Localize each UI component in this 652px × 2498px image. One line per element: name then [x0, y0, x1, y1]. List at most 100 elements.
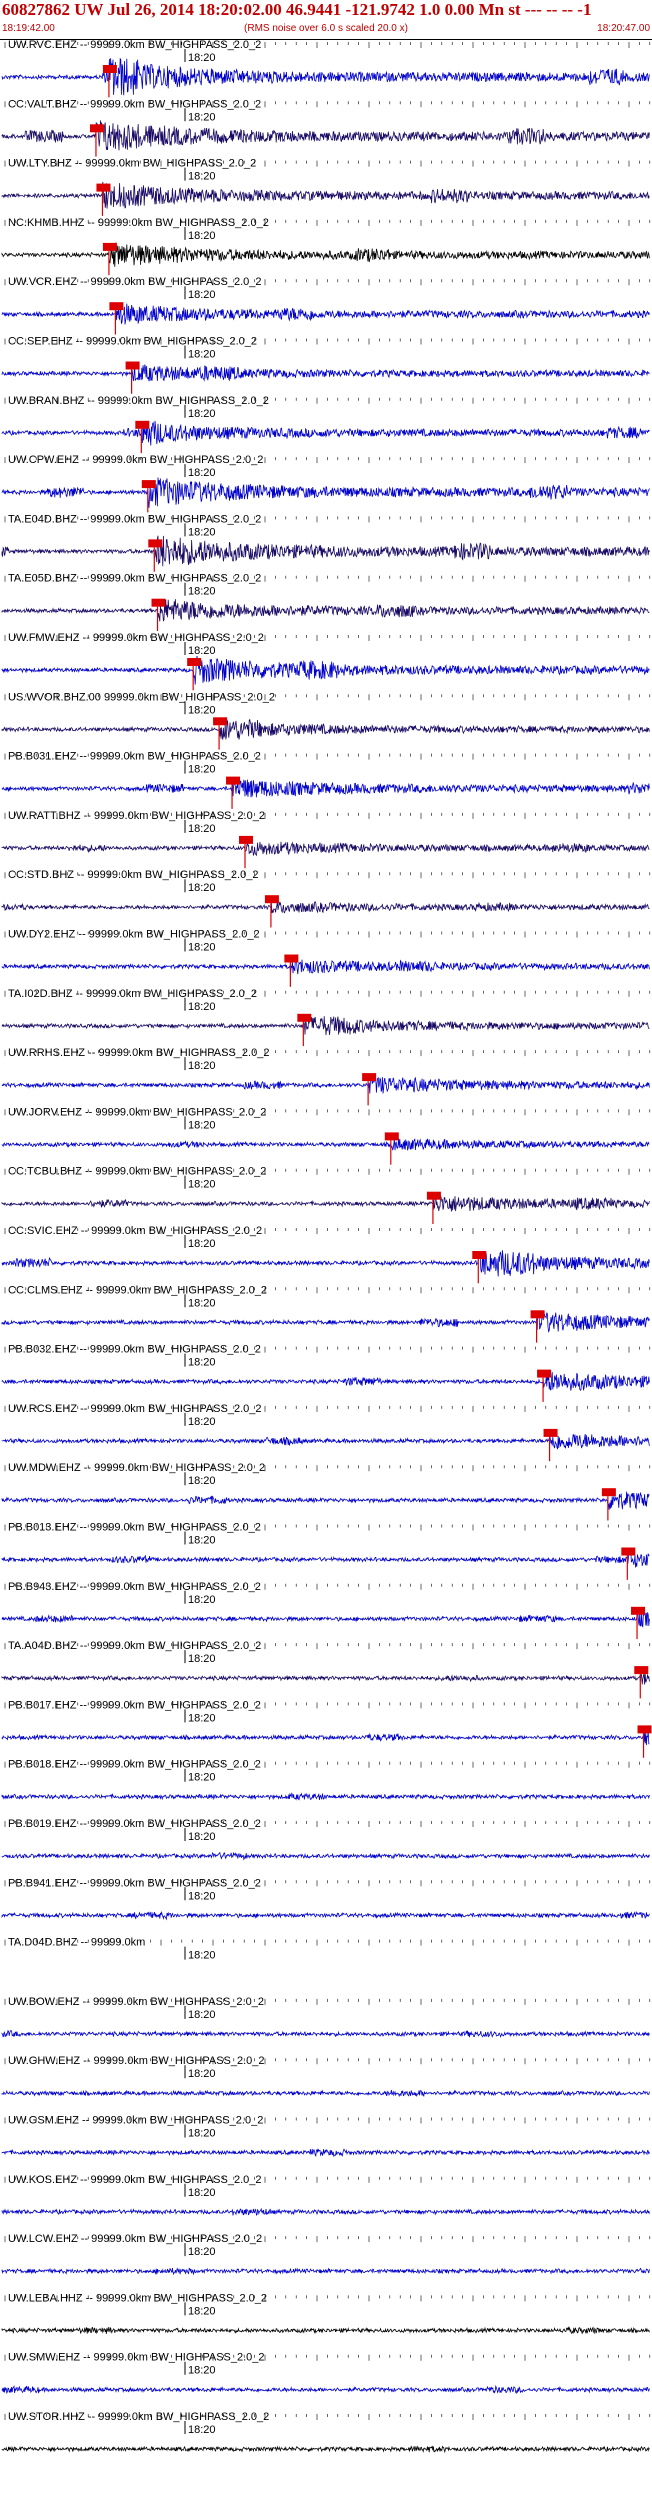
trace-row: CC.STD.BHZ -- 99999.0km BW_HIGHPASS_2.0_… [1, 869, 651, 928]
timeline-ticks [4, 2058, 651, 2065]
time-mark-label: 18:20 [188, 1060, 216, 1072]
time-mark-label: 18:20 [188, 467, 216, 479]
time-mark-label: 18:20 [188, 2424, 216, 2436]
waveform [1, 1311, 650, 1333]
pick-marker [239, 835, 253, 844]
timeline-ticks [4, 2354, 651, 2361]
pick-marker [109, 302, 124, 311]
timeline-ticks [4, 575, 651, 582]
station-label: UW.LCW.EHZ -- 99999.0km BW_HIGHPASS_2.0_… [8, 2233, 262, 2245]
station-label: UW.GHW.EHZ -- 99999.0km BW_HIGHPASS_2.0_… [8, 2055, 265, 2067]
trace-row: UW.RVC.EHZ -- 99999.0km BW_HIGHPASS_2.0_… [1, 40, 651, 98]
waveform [1, 1250, 650, 1277]
station-label: UW.KOS.EHZ -- 99999.0km BW_HIGHPASS_2.0_… [8, 2174, 262, 2186]
time-mark-label: 18:20 [188, 526, 216, 538]
time-mark-label: 18:20 [188, 1712, 216, 1724]
time-mark-label: 18:20 [188, 289, 216, 301]
station-label: UW.BRAN.BHZ -- 99999.0km BW_HIGHPASS_2.0… [8, 395, 269, 407]
trace-row: PB.B032.EHZ -- 99999.0km BW_HIGHPASS_2.0… [1, 1344, 651, 1402]
waveform [1, 2267, 650, 2276]
station-label: PB.B019.EHZ -- 99999.0km BW_HIGHPASS_2.0… [8, 1818, 261, 1830]
trace-row: PB.B018.EHZ -- 99999.0km BW_HIGHPASS_2.0… [1, 1759, 651, 1801]
time-mark-label: 18:20 [188, 1297, 216, 1309]
pick-marker [187, 658, 202, 666]
waveform [1, 1491, 650, 1510]
waveform [1, 1433, 650, 1450]
timeline-ticks [4, 101, 651, 108]
trace-row: UW.CPW.EHZ -- 99999.0km BW_HIGHPASS_2.0_… [1, 454, 651, 513]
waveform [1, 718, 650, 740]
waveform [1, 1015, 650, 1036]
pick-marker [601, 1488, 616, 1497]
trace-row: UW.GSM.EHZ -- 99999.0km BW_HIGHPASS_2.0_… [1, 2115, 651, 2158]
trace-row: PB.B031.EHZ -- 99999.0km BW_HIGHPASS_2.0… [1, 751, 651, 809]
time-mark-label: 18:20 [188, 1416, 216, 1428]
timeline-ticks [4, 1880, 651, 1887]
pick-marker [141, 480, 156, 489]
time-mark-label: 18:20 [188, 1535, 216, 1547]
timeline-ticks [4, 1050, 651, 1057]
waveform [1, 1792, 650, 1801]
timeline-ticks [4, 872, 651, 879]
waveform [1, 2326, 650, 2335]
waveform [1, 599, 650, 622]
pick-marker [125, 361, 140, 370]
waveform [1, 535, 650, 567]
station-label: PB.B941.EHZ -- 99999.0km BW_HIGHPASS_2.0… [8, 1877, 261, 1889]
waveform [1, 2207, 650, 2216]
trace-row: PB.B017.EHZ -- 99999.0km BW_HIGHPASS_2.0… [1, 1699, 652, 1758]
trace-row: UW.JORV.EHZ -- 99999.0km BW_HIGHPASS_2.0… [1, 1106, 651, 1165]
trace-row: CC.TCBU.BHZ -- 99999.0km BW_HIGHPASS_2.0… [1, 1166, 651, 1224]
station-label: UW.STOR.HHZ -- 99999.0km BW_HIGHPASS_2.0… [8, 2411, 269, 2423]
time-mark-label: 18:20 [188, 2305, 216, 2317]
waveform [1, 1730, 650, 1746]
timeline-ticks [4, 1998, 651, 2005]
waveform [1, 1138, 650, 1151]
timeline-ticks [4, 2295, 651, 2302]
station-label: CC.SEP.EHZ -- 99999.0km BW_HIGHPASS_2.0_… [8, 336, 257, 348]
station-label: UW.RVC.EHZ -- 99999.0km BW_HIGHPASS_2.0_… [8, 40, 261, 51]
time-mark-label: 18:20 [188, 2246, 216, 2258]
time-mark-label: 18:20 [188, 171, 216, 183]
station-label: CC.STD.BHZ -- 99999.0km BW_HIGHPASS_2.0_… [8, 869, 258, 881]
pick-marker [135, 420, 150, 429]
station-label: NC.KHMB.HHZ -- 99999.0km BW_HIGHPASS_2.0… [8, 217, 269, 229]
timeline-ticks [4, 338, 651, 345]
trace-row: CC.SVIC.EHZ -- 99999.0km BW_HIGHPASS_2.0… [1, 1225, 651, 1284]
timeline-ticks [4, 279, 651, 286]
waveform [1, 1371, 650, 1392]
trace-row: UW.LTY.BHZ -- 99999.0km BW_HIGHPASS_2.0_… [1, 158, 651, 216]
trace-row: UW.RATT.BHZ -- 99999.0km BW_HIGHPASS_2.0… [1, 810, 651, 869]
station-label: UW.LTY.BHZ -- 99999.0km BW_HIGHPASS_2.0_… [8, 158, 256, 170]
time-mark-label: 18:20 [188, 1653, 216, 1665]
waveform [1, 1851, 650, 1861]
timeline-ticks [4, 457, 651, 464]
waveform [1, 1610, 650, 1628]
timeline-ticks [4, 812, 651, 819]
timeline-ticks [4, 1524, 651, 1531]
waveform [1, 1672, 650, 1685]
time-mark-label: 18:20 [188, 2365, 216, 2377]
pick-marker [226, 776, 241, 785]
time-mark-label: 18:20 [188, 52, 216, 64]
pick-marker [384, 1132, 399, 1141]
trace-row: CC.SEP.EHZ -- 99999.0km BW_HIGHPASS_2.0_… [1, 336, 651, 394]
timeline-ticks [4, 2117, 651, 2124]
event-title: 60827862 UW Jul 26, 2014 18:20:02.00 46.… [2, 0, 592, 19]
pick-marker [634, 1666, 649, 1675]
waveform [1, 120, 650, 151]
timeline-ticks [4, 1702, 651, 1709]
trace-row: TA.E05D.BHZ -- 99999.0km BW_HIGHPASS_2.0… [1, 573, 651, 631]
timeline-ticks [4, 2236, 651, 2243]
timeline-ticks [4, 1643, 651, 1650]
time-mark-label: 18:20 [188, 1238, 216, 1250]
station-label: TA.E04D.BHZ -- 99999.0km BW_HIGHPASS_2.0… [8, 513, 261, 525]
timeline-ticks [4, 1168, 651, 1175]
pick-marker [637, 1725, 652, 1734]
station-label: UW.DY2.EHZ -- 99999.0km BW_HIGHPASS_2.0_… [8, 929, 260, 941]
station-label: PB.B013.EHZ -- 99999.0km BW_HIGHPASS_2.0… [8, 1522, 261, 1534]
trace-row: UW.LEBA.HHZ -- 99999.0km BW_HIGHPASS_2.0… [1, 2292, 651, 2335]
waveform [1, 477, 650, 508]
trace-row: UW.BOW.EHZ -- 99999.0km BW_HIGHPASS_2.0_… [1, 1996, 651, 2039]
waveform [1, 1075, 650, 1094]
